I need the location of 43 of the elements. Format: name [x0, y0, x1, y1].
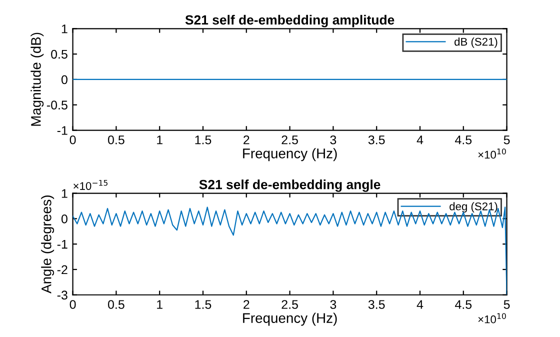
x-tick-label: 0	[70, 300, 76, 309]
x-axis-title: Frequency (Hz)	[243, 312, 337, 326]
x-tick-label: 2	[244, 300, 250, 309]
chart-title: S21 self de-embedding angle	[199, 180, 380, 192]
y-tick-label: -2	[57, 265, 68, 274]
x-tick-label: 1.5	[195, 300, 212, 309]
x-tick-label: 3.5	[368, 135, 385, 144]
x-tick-label: 0	[70, 135, 76, 144]
y-tick-label: 0	[61, 75, 68, 84]
x-tick-label: 1	[157, 136, 162, 144]
x-axis-title: Frequency (Hz)	[243, 148, 337, 162]
legend-label: deg (S21)	[450, 202, 498, 213]
y-axis-title: Magnitude (dB)	[30, 32, 44, 126]
x-tick-label: 4	[416, 300, 424, 309]
x-tick-label: 1.5	[195, 136, 212, 144]
y-tick-label: -3	[57, 290, 68, 300]
x-tick-label: 5	[504, 136, 510, 144]
x-tick-label: 3	[330, 300, 336, 309]
text: ×10$^{−15}$	[74, 180, 108, 190]
x-tick-label: 2.5	[282, 300, 298, 309]
x-tick-label: 4	[416, 136, 424, 144]
x-tick-label: 3	[330, 135, 336, 144]
y-tick-label: -0.5	[46, 100, 68, 110]
legend-label: dB (S21)	[454, 38, 498, 48]
text: ×10$^{10}$	[478, 148, 506, 159]
x-tick-label: 1	[157, 300, 162, 309]
x-tick-label: 4.5	[455, 136, 472, 144]
chart-title: S21 self de-embedding amplitude	[185, 14, 394, 28]
x-tick-label: 5	[504, 300, 510, 309]
y-tick-label: -1	[57, 240, 68, 249]
x-tick-label: 4.5	[455, 300, 472, 309]
text: ×10$^{10}$	[478, 313, 506, 324]
x-tick-label: 3.5	[368, 300, 385, 309]
y-tick-label: 1	[62, 24, 68, 34]
x-tick-label: 2.5	[282, 135, 298, 144]
x-tick-label: 0.5	[108, 135, 124, 144]
y-tick-label: 0	[61, 214, 68, 224]
y-axis-title: Angle (degrees)	[41, 196, 54, 294]
y-tick-label: -1	[57, 126, 68, 135]
x-tick-label: 2	[244, 135, 250, 144]
x-tick-label: 0.5	[108, 300, 124, 309]
y-tick-label: 1	[62, 189, 68, 198]
y-tick-label: 0.5	[51, 50, 68, 59]
